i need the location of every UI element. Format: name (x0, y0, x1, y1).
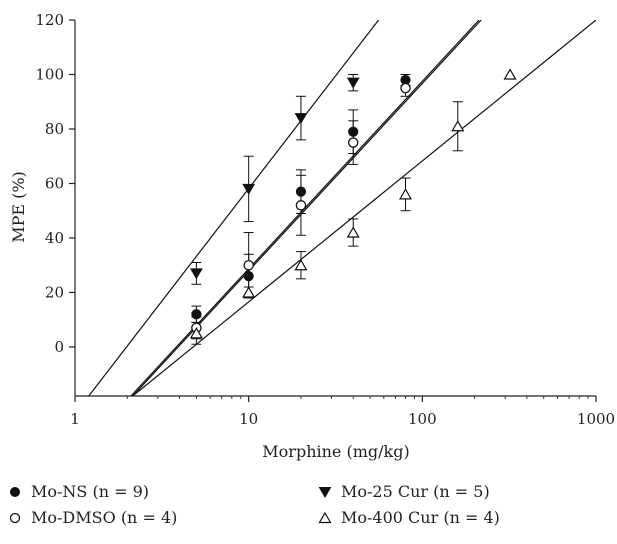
filled-triangle-down-icon (318, 486, 332, 498)
open-triangle-up-icon (318, 511, 332, 523)
legend-label: Mo-DMSO (31, 508, 116, 527)
point-mo-dmso (347, 137, 359, 148)
y-tick-label: 40 (45, 229, 64, 247)
y-tick-label: 0 (54, 338, 64, 356)
legend-item-mo-25-cur: Mo-25 Cur (n = 5) (318, 482, 490, 501)
legend-n: (n = 9) (92, 482, 150, 501)
point-mo-400-cur (294, 259, 308, 271)
point-mo-25-cur (294, 113, 308, 125)
point-mo-25-cur (242, 183, 256, 195)
fit-line (132, 20, 482, 396)
point-mo-25-cur (346, 77, 360, 89)
point-mo-400-cur (503, 68, 517, 80)
legend-n: (n = 4) (443, 508, 500, 527)
open-circle-icon (9, 512, 21, 523)
fit-lines (88, 20, 596, 396)
data-points (189, 68, 517, 339)
point-mo-dmso (400, 82, 411, 94)
fit-line (88, 20, 380, 396)
axes (74, 20, 596, 397)
point-mo-ns (295, 186, 307, 197)
filled-circle-icon (10, 486, 20, 497)
legend-n: (n = 4) (120, 508, 178, 527)
x-tick-label: 1000 (577, 410, 615, 428)
legend-label: Mo-400 Cur (341, 508, 439, 527)
fit-line (132, 20, 596, 396)
point-mo-400-cur (346, 226, 360, 238)
point-mo-400-cur (189, 327, 203, 339)
y-tick-label: 120 (35, 11, 64, 29)
legend-item-mo-ns: Mo-NS (n = 9) (8, 482, 149, 501)
x-tick-label: 1 (70, 410, 80, 428)
point-mo-ns (191, 309, 202, 320)
legend-n: (n = 5) (433, 482, 490, 501)
point-mo-400-cur (242, 286, 256, 298)
point-mo-ns (348, 126, 359, 137)
y-tick-label: 60 (45, 174, 64, 192)
x-axis-title: Morphine (mg/kg) (262, 442, 409, 461)
point-mo-dmso (295, 200, 307, 211)
point-mo-400-cur (451, 120, 465, 132)
legend-item-mo-dmso: Mo-DMSO (n = 4) (8, 508, 177, 527)
point-mo-dmso (243, 259, 254, 271)
legend-label: Mo-NS (31, 482, 88, 501)
legend-item-mo-400-cur: Mo-400 Cur (n = 4) (318, 508, 500, 527)
x-tick-label: 10 (239, 410, 258, 428)
point-mo-25-cur (190, 268, 203, 280)
legend: Mo-NS (n = 9) Mo-DMSO (n = 4) Mo-25 Cur … (0, 478, 617, 544)
y-tick-label: 20 (45, 283, 64, 301)
y-axis-title: MPE (%) (9, 171, 28, 243)
x-tick-label: 100 (408, 410, 437, 428)
y-tick-label: 80 (45, 120, 64, 138)
point-mo-ns (243, 271, 254, 282)
y-tick-label: 100 (35, 65, 64, 83)
legend-label: Mo-25 Cur (341, 482, 429, 501)
point-mo-400-cur (398, 188, 413, 200)
